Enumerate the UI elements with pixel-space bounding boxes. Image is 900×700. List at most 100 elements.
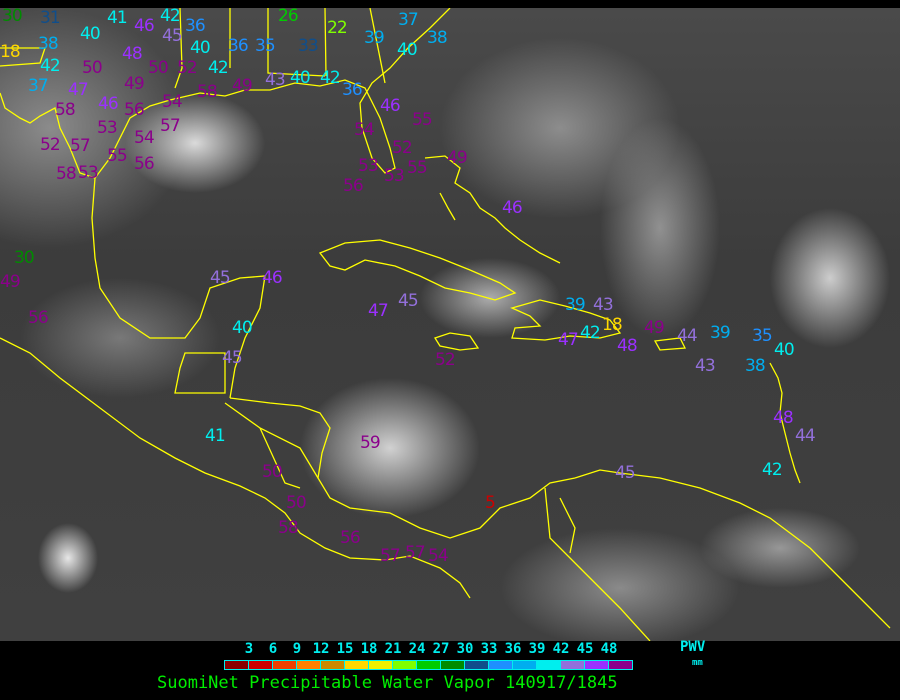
station-pwv-value: 47: [558, 330, 579, 350]
station-pwv-value: 48: [122, 44, 143, 64]
south-america-borders: [544, 487, 651, 641]
color-scale-box: [513, 661, 537, 669]
station-pwv-value: 38: [745, 356, 766, 376]
station-pwv-value: 54: [134, 128, 155, 148]
legend-tick-label: 39: [528, 641, 546, 657]
station-pwv-value: 40: [190, 38, 211, 58]
color-scale-box: [297, 661, 321, 669]
station-pwv-value: 45: [210, 268, 231, 288]
legend-tick-label: 3: [244, 641, 254, 657]
image-caption: SuomiNet Precipitable Water Vapor 140917…: [157, 673, 618, 693]
station-pwv-value: 47: [368, 301, 389, 321]
state-borders: [0, 8, 386, 179]
station-pwv-value: 42: [208, 58, 229, 78]
jamaica-coastline: [434, 332, 480, 351]
station-pwv-value: 55: [407, 158, 428, 178]
station-pwv-value: 53: [384, 166, 405, 186]
legend-tick-label: 48: [600, 641, 618, 657]
station-pwv-value: 37: [28, 76, 49, 96]
legend-unit: mm: [692, 658, 703, 668]
legend-tick-label: 21: [384, 641, 402, 657]
lesser-antilles: [769, 362, 801, 484]
station-pwv-value: 5: [485, 493, 496, 513]
station-pwv-value: 33: [298, 36, 319, 56]
station-pwv-value: 48: [617, 336, 638, 356]
station-pwv-value: 55: [107, 146, 128, 166]
station-pwv-value: 49: [232, 76, 253, 96]
station-pwv-value: 56: [340, 528, 361, 548]
station-pwv-value: 30: [14, 248, 35, 268]
station-pwv-value: 40: [397, 40, 418, 60]
station-pwv-value: 56: [343, 176, 364, 196]
color-scale-box: [561, 661, 585, 669]
south-america-coastline: [574, 469, 891, 629]
hispaniola-coastline: [510, 299, 622, 341]
station-pwv-value: 54: [354, 120, 375, 140]
station-pwv-value: 58: [55, 100, 76, 120]
station-pwv-value: 49: [124, 74, 145, 94]
station-pwv-value: 39: [565, 295, 586, 315]
station-pwv-value: 56: [28, 308, 49, 328]
station-pwv-value: 42: [40, 56, 61, 76]
station-pwv-value: 58: [197, 82, 218, 102]
station-pwv-value: 18: [602, 315, 623, 335]
station-pwv-value: 39: [364, 28, 385, 48]
legend-tick-label: 33: [480, 641, 498, 657]
mexico-coastline: [91, 177, 266, 399]
legend-tick-label: 36: [504, 641, 522, 657]
color-scale-box: [489, 661, 513, 669]
station-pwv-value: 40: [232, 318, 253, 338]
coastlines: [0, 8, 891, 641]
color-scale-box: [369, 661, 393, 669]
station-pwv-value: 56: [124, 100, 145, 120]
station-pwv-value: 53: [78, 163, 99, 183]
station-pwv-value: 22: [327, 18, 348, 38]
station-pwv-value: 57: [405, 543, 426, 563]
station-pwv-value: 18: [0, 42, 21, 62]
station-pwv-value: 52: [392, 138, 413, 158]
color-scale-bar: [224, 660, 633, 670]
station-pwv-value: 40: [80, 24, 101, 44]
station-pwv-value: 50: [286, 493, 307, 513]
legend: 3 6 9 12 15 18 21 24 27 30 33 36 39 42 45 48 PWV mm Suo…: [0, 639, 900, 700]
station-pwv-value: 50: [82, 58, 103, 78]
color-scale-box: [537, 661, 561, 669]
mexico-pacific-coastline: [0, 337, 471, 599]
station-pwv-value: 41: [107, 8, 128, 28]
station-pwv-value: 38: [38, 34, 59, 54]
station-pwv-value: 57: [160, 116, 181, 136]
central-america-borders: [174, 352, 319, 489]
puerto-rico-coastline: [653, 337, 687, 351]
station-pwv-value: 45: [162, 26, 183, 46]
station-pwv-value: 55: [412, 110, 433, 130]
color-scale-box: [417, 661, 441, 669]
station-pwv-value: 46: [134, 16, 155, 36]
legend-tick-label: 18: [360, 641, 378, 657]
station-pwv-value: 46: [262, 268, 283, 288]
station-pwv-value: 54: [162, 92, 183, 112]
station-pwv-value: 58: [278, 518, 299, 538]
station-pwv-value: 42: [762, 460, 783, 480]
station-pwv-value: 38: [427, 28, 448, 48]
legend-unit-label: PWV: [680, 639, 706, 655]
station-pwv-value: 54: [428, 546, 449, 566]
station-pwv-value: 52: [177, 58, 198, 78]
station-pwv-value: 37: [398, 10, 419, 30]
station-pwv-value: 48: [773, 408, 794, 428]
station-pwv-value: 49: [0, 272, 21, 292]
legend-tick-label: 30: [456, 641, 474, 657]
station-pwv-value: 35: [255, 36, 276, 56]
station-pwv-value: 46: [502, 198, 523, 218]
color-scale-box: [609, 661, 632, 669]
station-pwv-value: 53: [97, 118, 118, 138]
station-pwv-value: 39: [710, 323, 731, 343]
satellite-map: 30 31 38 40 41 46 48 45 42 36 50 50 40 36 42 47 49 54 52 37…: [0, 8, 900, 641]
station-pwv-value: 31: [40, 8, 61, 28]
station-pwv-value: 50: [262, 462, 283, 482]
station-pwv-value: 46: [380, 96, 401, 116]
color-scale-box: [225, 661, 249, 669]
legend-tick-label: 45: [576, 641, 594, 657]
legend-tick-label: 24: [408, 641, 426, 657]
station-pwv-value: 44: [677, 326, 698, 346]
